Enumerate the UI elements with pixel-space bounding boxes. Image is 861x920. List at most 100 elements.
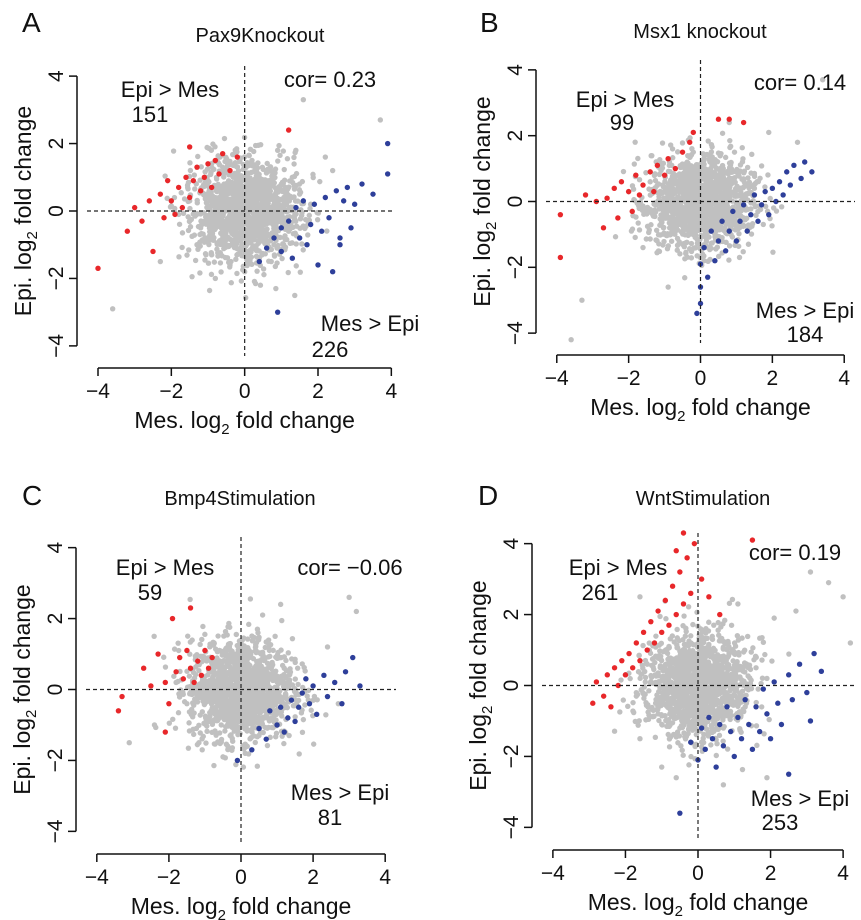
bg-point [287, 240, 293, 247]
bg-point [189, 273, 195, 280]
bg-point [688, 163, 695, 169]
point-mes_gt_epi [256, 258, 263, 265]
bg-point [198, 164, 204, 170]
bg-point [213, 176, 220, 182]
bg-point [310, 741, 317, 747]
point-mes_gt_epi [726, 228, 732, 234]
bg-point [265, 640, 271, 646]
bg-point [257, 717, 263, 723]
mes-gt-epi-count: 81 [318, 805, 342, 830]
point-mes_gt_epi [733, 238, 740, 244]
bg-point [233, 146, 240, 152]
bg-point [757, 175, 763, 181]
bg-point [708, 141, 715, 148]
bg-point [767, 195, 773, 202]
bg-point [251, 181, 257, 187]
series-mes_gt_epi [256, 140, 391, 315]
bg-point [240, 664, 247, 670]
bg-point [745, 175, 751, 181]
bg-point [755, 208, 761, 215]
bg-point [255, 238, 261, 244]
point-mes_gt_epi [303, 676, 309, 682]
bg-point [271, 225, 277, 232]
x-tick-label: 2 [312, 380, 324, 403]
x-tick-label: −4 [545, 367, 569, 390]
mes-gt-epi-label: Mes > Epi [291, 780, 389, 805]
bg-point [685, 604, 692, 610]
point-mes_gt_epi [758, 202, 765, 208]
point-epi_gt_mes [625, 188, 632, 195]
bg-point [176, 221, 183, 227]
bg-point [657, 613, 663, 620]
point-epi_gt_mes [146, 198, 153, 204]
bg-point [684, 159, 690, 165]
background-cloud [612, 130, 785, 281]
bg-point [314, 216, 321, 223]
bg-point [220, 191, 226, 197]
bg-point [215, 633, 221, 639]
bg-point [218, 269, 224, 275]
bg-point [272, 174, 278, 181]
bg-point [221, 135, 228, 142]
bg-point [285, 650, 292, 656]
bg-point [202, 631, 208, 638]
bg-point [233, 256, 239, 262]
bg-point [262, 218, 269, 225]
bg-point [292, 149, 298, 156]
bg-point [279, 188, 286, 195]
point-mes_gt_epi [748, 211, 754, 218]
bg-point [210, 209, 216, 215]
bg-point [306, 212, 312, 219]
bg-point [233, 631, 239, 638]
bg-point [722, 203, 728, 210]
bg-point [660, 242, 666, 248]
bg-point [208, 271, 215, 278]
bg-point [635, 155, 641, 162]
bg-point [257, 706, 263, 712]
bg-point [669, 633, 676, 639]
bg-point [212, 220, 218, 226]
bg-point [766, 716, 772, 723]
point-mes_gt_epi [751, 192, 758, 198]
bg-point [241, 154, 248, 160]
bg-point [740, 248, 746, 255]
bg-point [643, 236, 650, 242]
bg-point [256, 676, 262, 683]
point-mes_gt_epi [281, 729, 287, 735]
bg-point [194, 651, 200, 658]
point-epi_gt_mes [187, 605, 194, 611]
bg-point [244, 180, 251, 186]
bg-point [701, 253, 707, 259]
bg-point [242, 295, 249, 301]
bg-point [186, 709, 193, 715]
point-mes_gt_epi [744, 228, 750, 234]
point-epi_gt_mes [162, 679, 169, 686]
point-mes_gt_epi [256, 725, 262, 732]
mes-gt-epi-count: 226 [312, 337, 349, 362]
bg-point [265, 697, 271, 704]
bg-point [650, 213, 657, 219]
bg-point [666, 191, 672, 197]
bg-point [237, 730, 243, 737]
point-background [151, 722, 158, 728]
bg-point [679, 140, 686, 146]
bg-point [291, 194, 297, 200]
bg-point [746, 185, 752, 191]
bg-point [261, 271, 267, 278]
bg-point [266, 258, 272, 264]
point-mes_gt_epi [288, 697, 295, 703]
bg-point [249, 245, 255, 252]
bg-point [208, 147, 215, 153]
bg-point [186, 247, 192, 253]
point-epi_gt_mes [139, 218, 145, 224]
bg-point [293, 170, 300, 177]
bg-point [721, 183, 727, 189]
bg-point [276, 142, 282, 149]
bg-point [197, 641, 203, 648]
bg-point [740, 156, 746, 162]
point-mes_gt_epi [776, 179, 783, 185]
bg-point [720, 738, 726, 744]
point-epi_gt_mes [647, 169, 653, 175]
bg-point [620, 168, 627, 175]
